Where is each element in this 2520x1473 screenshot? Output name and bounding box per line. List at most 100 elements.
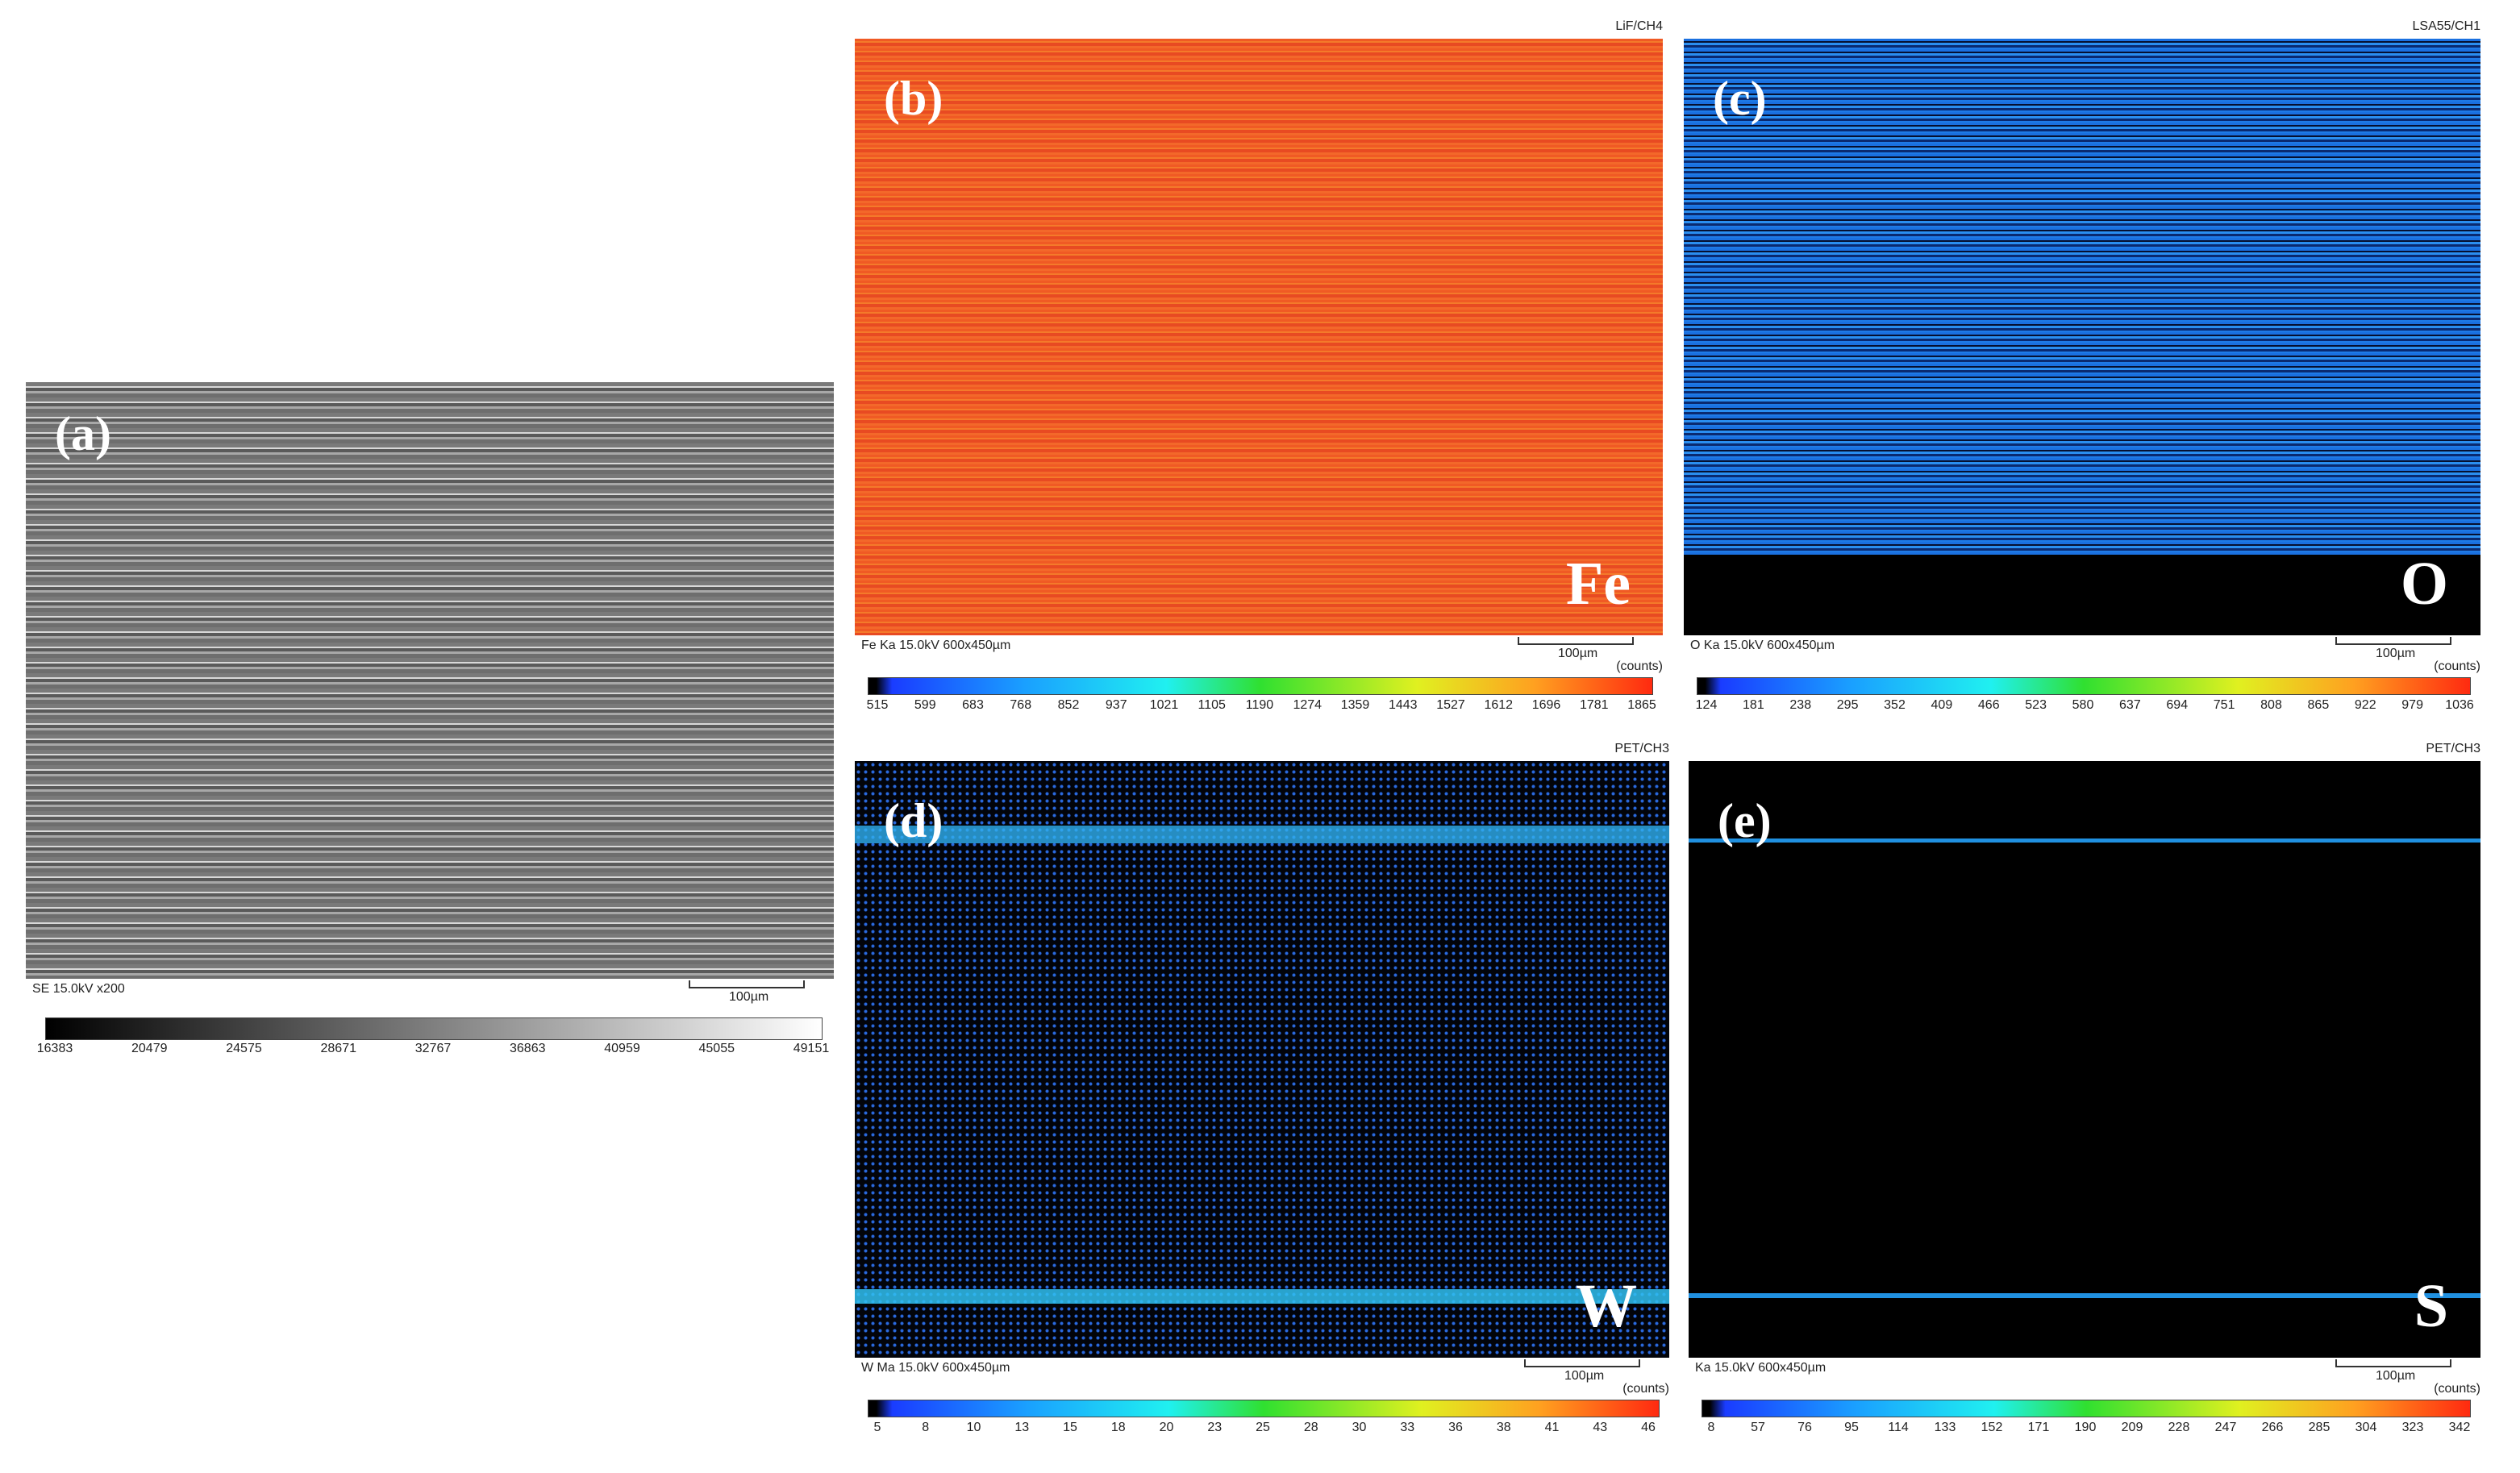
units-label: (counts) [2434, 660, 2480, 673]
element-label: W [1576, 1272, 1637, 1340]
colorbar-tick-label: 937 [1105, 698, 1127, 712]
scale-bar-label: 100µm [1564, 1369, 1605, 1383]
element-label: S [2414, 1272, 2448, 1340]
colorbar-tick-label: 979 [2401, 698, 2423, 712]
colorbar-tick-label: 23 [1207, 1421, 1223, 1434]
colorbar-tick-label: 114 [1888, 1421, 1909, 1434]
colorbar-tick-label: 32767 [414, 1042, 452, 1055]
element-label: O [2400, 550, 2448, 618]
map-image: (b) Fe [855, 39, 1663, 635]
colorbar-tick-label: 1781 [1579, 698, 1609, 712]
colorbar-tick-label: 1696 [1531, 698, 1561, 712]
colorbar-tick-label: 922 [2354, 698, 2376, 712]
colorbar [868, 677, 1653, 695]
colorbar-tick-label: 28 [1303, 1421, 1318, 1434]
map-image: (d) W [855, 761, 1669, 1358]
colorbar [868, 1400, 1660, 1417]
colorbar-tick-label: 5 [873, 1421, 881, 1434]
colorbar-tick-label: 10 [966, 1421, 981, 1434]
colorbar-tick-label: 43 [1593, 1421, 1608, 1434]
colorbar-tick-label: 285 [2308, 1421, 2330, 1434]
scale-bar [2335, 637, 2451, 645]
colorbar-tick-label: 20479 [131, 1042, 168, 1055]
colorbar-tick-label: 28671 [320, 1042, 357, 1055]
colorbar-tick-label: 295 [1836, 698, 1859, 712]
colorbar-tick-label: 1865 [1627, 698, 1656, 712]
map-image: (c) O [1684, 39, 2480, 635]
acquisition-info: Ka 15.0kV 600x450µm [1695, 1361, 1826, 1375]
colorbar-tick-label: 124 [1695, 698, 1718, 712]
band [855, 826, 1669, 843]
colorbar-tick-label: 637 [2119, 698, 2141, 712]
colorbar-tick-label: 152 [1981, 1421, 2003, 1434]
colorbar-tick-label: 20 [1159, 1421, 1174, 1434]
colorbar-tick-label: 171 [2027, 1421, 2050, 1434]
colorbar-tick-label: 515 [866, 698, 889, 712]
colorbar-tick-label: 49151 [793, 1042, 830, 1055]
scale-bar [1524, 1359, 1640, 1367]
colorbar-tick-label: 8 [922, 1421, 930, 1434]
units-label: (counts) [1616, 660, 1663, 673]
panel-label: (e) [1718, 794, 1772, 847]
scale-bar [2335, 1359, 2451, 1367]
channel-label: PET/CH3 [1614, 742, 1669, 755]
scale-bar-label: 100µm [2376, 647, 2416, 660]
colorbar-tick-label: 228 [2168, 1421, 2190, 1434]
colorbar-tick-label: 30 [1352, 1421, 1367, 1434]
scale-bar-label: 100µm [2376, 1369, 2416, 1383]
channel-label: LiF/CH4 [1615, 19, 1663, 33]
acquisition-info: Fe Ka 15.0kV 600x450µm [861, 639, 1011, 652]
colorbar-tick-label: 133 [1934, 1421, 1956, 1434]
colorbar-tick-label: 323 [2401, 1421, 2424, 1434]
colorbar-tick-label: 352 [1884, 698, 1906, 712]
scale-bar-label: 100µm [1558, 647, 1598, 660]
panel-label: (c) [1713, 72, 1767, 125]
colorbar-tick-label: 1443 [1388, 698, 1418, 712]
colorbar-tick-label: 1359 [1340, 698, 1370, 712]
colorbar-tick-label: 768 [1010, 698, 1032, 712]
colorbar-tick-label: 45055 [698, 1042, 735, 1055]
colorbar-tick-label: 409 [1931, 698, 1953, 712]
map-image: (a) [26, 382, 834, 979]
colorbar-tick-label: 683 [962, 698, 984, 712]
colorbar-tick-label: 694 [2166, 698, 2189, 712]
colorbar-tick-label: 18 [1110, 1421, 1126, 1434]
colorbar-tick-label: 1105 [1198, 698, 1226, 712]
colorbar-tick-label: 209 [2121, 1421, 2143, 1434]
colorbar-tick-label: 1612 [1484, 698, 1514, 712]
colorbar-tick-label: 247 [2214, 1421, 2237, 1434]
map-image: (e) S [1689, 761, 2480, 1358]
scale-bar-label: 100µm [729, 990, 769, 1004]
acquisition-info: W Ma 15.0kV 600x450µm [861, 1361, 1010, 1375]
colorbar-tick-label: 190 [2074, 1421, 2097, 1434]
channel-label: PET/CH3 [2426, 742, 2480, 755]
panel-label: (d) [884, 794, 943, 847]
colorbar-tick-label: 16383 [36, 1042, 73, 1055]
colorbar-tick-label: 342 [2448, 1421, 2471, 1434]
acquisition-info: O Ka 15.0kV 600x450µm [1690, 639, 1835, 652]
colorbar-tick-label: 1036 [2445, 698, 2474, 712]
colorbar-tick-label: 13 [1014, 1421, 1030, 1434]
colorbar-tick-label: 24575 [226, 1042, 262, 1055]
band [1689, 838, 2480, 843]
colorbar-tick-label: 40959 [604, 1042, 640, 1055]
colorbar-tick-label: 751 [2213, 698, 2235, 712]
acquisition-info: SE 15.0kV x200 [32, 982, 125, 996]
colorbar [1697, 677, 2471, 695]
element-label: Fe [1565, 550, 1631, 618]
colorbar [1702, 1400, 2471, 1417]
colorbar-tick-label: 1274 [1293, 698, 1322, 712]
colorbar-tick-label: 1527 [1436, 698, 1465, 712]
colorbar-tick-label: 865 [2307, 698, 2330, 712]
colorbar-tick-label: 304 [2355, 1421, 2377, 1434]
colorbar-tick-label: 38 [1496, 1421, 1511, 1434]
colorbar-tick-label: 76 [1797, 1421, 1812, 1434]
colorbar-tick-label: 1190 [1245, 698, 1274, 712]
channel-label: LSA55/CH1 [2412, 19, 2481, 33]
colorbar-tick-label: 266 [2261, 1421, 2284, 1434]
colorbar-tick-label: 181 [1743, 698, 1764, 712]
colorbar-tick-label: 238 [1789, 698, 1812, 712]
colorbar-tick-label: 599 [914, 698, 936, 712]
colorbar [45, 1017, 823, 1040]
